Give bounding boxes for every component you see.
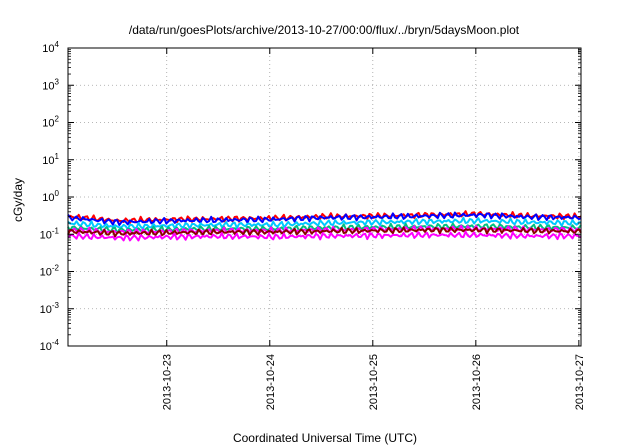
x-tick-label: 2013-10-24 (265, 354, 277, 410)
series-line (67, 226, 582, 238)
x-axis-label: Coordinated Universal Time (UTC) (233, 431, 417, 445)
x-tick-label: 2013-10-23 (162, 354, 174, 410)
x-tick-label: 2013-10-27 (574, 354, 586, 410)
y-tick-label: 101 (42, 152, 59, 167)
y-tick-label: 104 (42, 40, 59, 55)
y-tick-label: 103 (42, 77, 59, 92)
y-tick-label: 10-2 (40, 264, 60, 279)
y-axis: 10-4 10-3 10-2 10-1 100 101 102 103 104 (40, 40, 581, 353)
x-tick-label: 2013-10-25 (368, 354, 380, 410)
chart-title: /data/run/goesPlots/archive/2013-10-27/0… (129, 23, 520, 37)
series-layer (67, 210, 582, 242)
y-tick-label: 102 (42, 115, 59, 130)
series-line (67, 211, 582, 226)
y-tick-label: 100 (42, 189, 59, 204)
series-line (67, 230, 582, 242)
y-tick-label: 10-1 (40, 226, 60, 241)
series-line (67, 222, 582, 235)
y-axis-label: cGy/day (11, 178, 25, 222)
y-tick-label: 10-4 (40, 338, 60, 353)
y-tick-label: 10-3 (40, 301, 60, 316)
x-tick-label: 2013-10-26 (471, 354, 483, 410)
series-line (67, 216, 582, 231)
x-axis: 2013-10-23 2013-10-24 2013-10-25 2013-10-26… (162, 48, 586, 410)
